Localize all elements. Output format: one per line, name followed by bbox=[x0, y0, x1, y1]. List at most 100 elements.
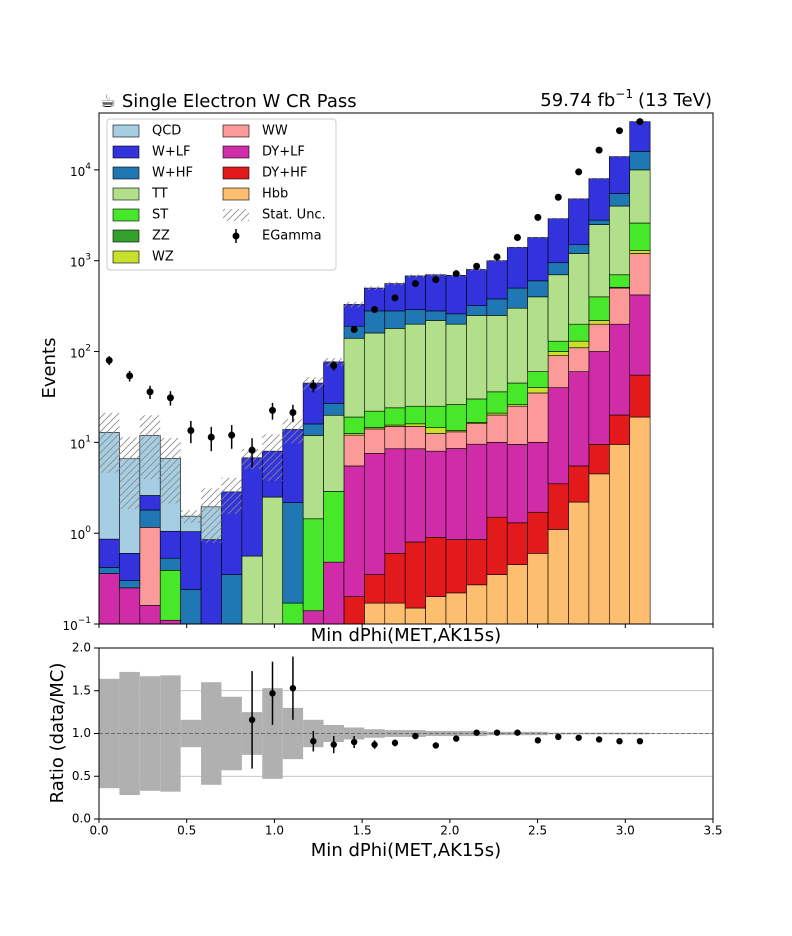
data-point bbox=[513, 234, 521, 242]
stack-segment bbox=[588, 323, 610, 352]
stack-segment bbox=[629, 294, 651, 376]
lumi-exponent: −1 bbox=[615, 87, 633, 101]
stack-segment bbox=[506, 382, 528, 405]
stack-segment bbox=[527, 387, 549, 394]
ratio-point bbox=[453, 735, 460, 742]
ratio-point bbox=[534, 737, 542, 744]
y-tick-label: 100 bbox=[70, 525, 91, 542]
y-tick-label: 10−1 bbox=[62, 616, 91, 633]
stack-segment bbox=[425, 320, 447, 407]
stack-segment bbox=[506, 287, 528, 309]
stat-unc-band bbox=[527, 236, 549, 239]
legend-label: WW bbox=[262, 124, 288, 139]
legend-swatch bbox=[222, 187, 250, 201]
y-tick-label: 103 bbox=[70, 252, 91, 269]
stack-segment bbox=[384, 407, 406, 426]
stack-segment bbox=[609, 444, 631, 624]
legend-label: DY+LF bbox=[262, 145, 305, 160]
stat-unc-band bbox=[588, 178, 610, 180]
stack-segment bbox=[139, 495, 161, 511]
data-point bbox=[595, 146, 603, 154]
chart-title: ☕ Single Electron W CR Pass bbox=[100, 91, 357, 112]
ratio-point bbox=[248, 716, 256, 724]
stat-unc-band bbox=[343, 301, 365, 308]
stack-segment bbox=[404, 426, 426, 450]
ratio-point bbox=[350, 738, 358, 746]
stack-segment bbox=[629, 416, 651, 624]
stack-segment bbox=[425, 537, 447, 597]
data-point bbox=[432, 276, 440, 284]
stack-segment bbox=[445, 448, 467, 540]
stack-segment bbox=[445, 404, 467, 431]
stat-unc-band bbox=[99, 412, 120, 473]
ratio-point bbox=[371, 741, 378, 748]
stack-segment bbox=[364, 453, 386, 575]
stack-segment bbox=[486, 315, 508, 393]
y-tick-exponent: −1 bbox=[78, 616, 91, 626]
stack-segment bbox=[445, 539, 467, 594]
data-point bbox=[166, 394, 174, 402]
legend-label: ST bbox=[152, 208, 168, 223]
stack-segment bbox=[609, 193, 631, 207]
ratio-point bbox=[493, 729, 501, 736]
data-point bbox=[575, 168, 583, 176]
y-tick-base: 10 bbox=[70, 437, 85, 451]
stack-segment bbox=[180, 531, 202, 590]
stack-segment bbox=[343, 434, 365, 467]
y-tick-label: 104 bbox=[70, 161, 91, 178]
stack-segment bbox=[609, 414, 631, 445]
stack-segment bbox=[629, 374, 651, 418]
stack-segment bbox=[343, 304, 365, 327]
stack-segment bbox=[568, 501, 590, 624]
stack-segment bbox=[323, 491, 345, 563]
stack-segment bbox=[486, 442, 508, 518]
x-tick-label: 2.0 bbox=[440, 824, 459, 838]
legend-label: DY+HF bbox=[262, 166, 307, 181]
stack-segment bbox=[241, 457, 263, 557]
stack-segment bbox=[445, 323, 467, 405]
stack-segment bbox=[364, 428, 386, 454]
stack-segment bbox=[486, 298, 508, 316]
data-point bbox=[554, 193, 562, 201]
ratio-point bbox=[514, 729, 521, 736]
stack-segment bbox=[588, 320, 610, 325]
stack-segment bbox=[99, 538, 120, 568]
stack-segment bbox=[629, 250, 651, 254]
stack-segment bbox=[527, 296, 549, 372]
stack-segment bbox=[527, 280, 549, 298]
stack-segment bbox=[568, 371, 590, 467]
stack-segment bbox=[261, 496, 284, 624]
stack-segment bbox=[588, 178, 610, 221]
stack-segment bbox=[568, 347, 590, 372]
stack-segment bbox=[425, 310, 447, 321]
stack-segment bbox=[445, 313, 467, 325]
x-tick-label: 3.5 bbox=[703, 824, 722, 838]
stack-segment bbox=[486, 516, 508, 575]
legend-swatch bbox=[222, 145, 250, 159]
stack-segment bbox=[323, 414, 345, 492]
ratio-point bbox=[289, 684, 297, 692]
stack-segment bbox=[343, 337, 365, 418]
stack-segment bbox=[343, 465, 365, 597]
y-tick-base: 10 bbox=[70, 255, 85, 269]
stack-segment bbox=[588, 444, 610, 475]
stack-segment bbox=[527, 442, 549, 513]
data-point bbox=[636, 118, 644, 126]
data-point bbox=[248, 446, 256, 454]
stack-segment bbox=[527, 371, 549, 388]
stack-segment bbox=[384, 426, 406, 450]
stack-segment bbox=[302, 518, 324, 612]
stat-unc-band bbox=[160, 437, 181, 504]
stack-segment bbox=[629, 222, 651, 251]
legend-swatch bbox=[112, 250, 140, 264]
stack-segment bbox=[629, 121, 651, 152]
legend-swatch bbox=[112, 229, 140, 243]
stack-segment bbox=[609, 323, 631, 416]
stack-segment bbox=[302, 435, 324, 520]
stack-segment bbox=[486, 414, 508, 443]
stack-segment bbox=[588, 224, 610, 298]
x-tick-label: 3.0 bbox=[616, 824, 635, 838]
main-plot bbox=[99, 118, 651, 624]
stack-segment bbox=[384, 553, 406, 604]
stack-segment bbox=[527, 392, 549, 443]
